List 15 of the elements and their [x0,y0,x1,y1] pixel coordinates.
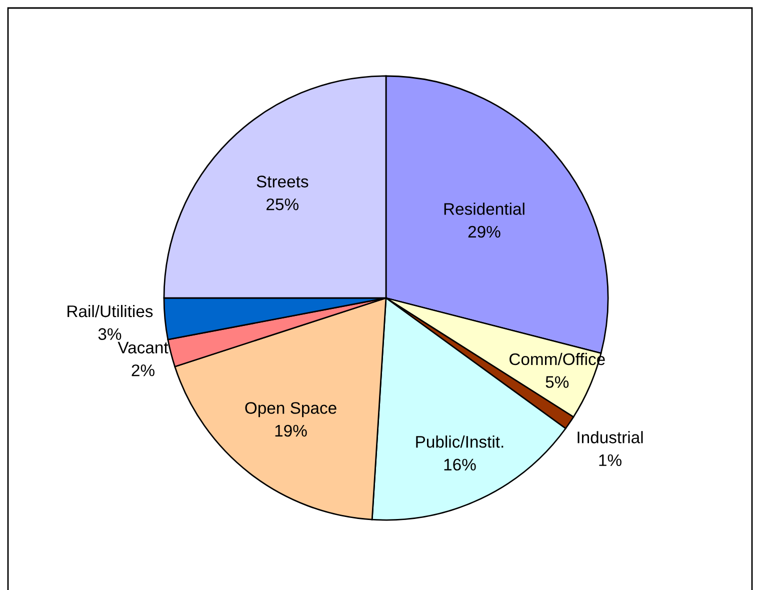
data-label: 25% [266,198,298,210]
data-label: 16% [444,458,476,471]
data-label: 19% [275,424,307,437]
slice-label: Open Space [245,402,336,418]
slice-label: Public/Instit. [416,436,504,448]
data-label: 29% [468,226,500,238]
slice-label: Rail/Utilities [68,304,153,318]
slice-label: Streets [256,176,308,188]
slice-label: Vacant [118,342,168,354]
data-label: 5% [546,376,569,388]
slice-label: Industrial [578,431,643,444]
data-label: 1% [599,454,622,466]
data-label: 2% [132,364,154,376]
data-label: 3% [98,328,122,340]
slice-label: Residential [444,202,524,215]
